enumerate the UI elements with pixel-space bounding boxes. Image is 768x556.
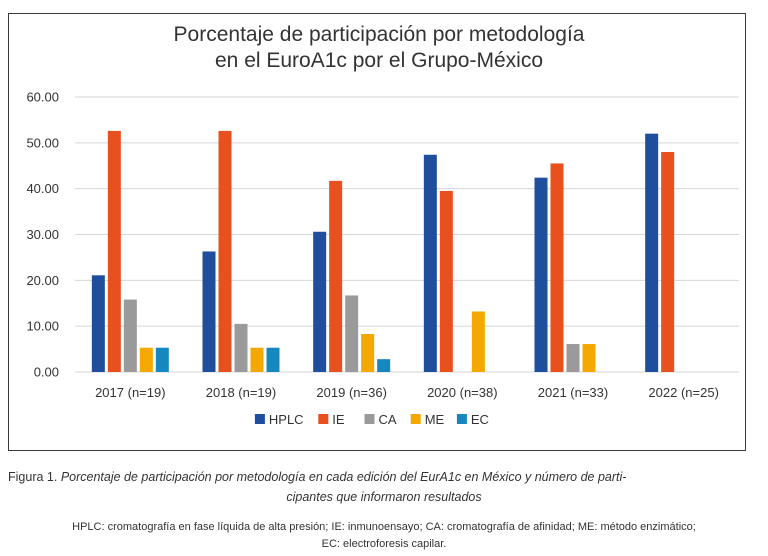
bar-hplc-1 — [202, 251, 216, 372]
y-tick-label: 60.00 — [26, 90, 59, 105]
bar-ec-2 — [377, 359, 391, 372]
bar-me-3 — [471, 311, 485, 372]
bar-ie-5 — [661, 152, 675, 372]
legend: HPLC IE CA ME EC — [254, 412, 489, 427]
bar-hplc-3 — [423, 154, 437, 372]
bar-ie-4 — [550, 163, 564, 372]
legend-swatch-ca — [364, 414, 375, 424]
legend-swatch-me — [410, 414, 421, 424]
y-tick-label: 30.00 — [26, 227, 59, 242]
chart-title-line-1: Porcentaje de participación por metodolo… — [174, 23, 585, 46]
legend-label-me: ME — [425, 412, 445, 427]
legend-label-ec: EC — [471, 412, 489, 427]
legend-swatch-ie — [318, 414, 329, 424]
y-tick-label: 20.00 — [26, 273, 59, 288]
caption-line-2: cipantes que informaron resultados — [286, 490, 482, 504]
caption-line-1: Figura 1. Porcentaje de participación po… — [8, 467, 760, 487]
bar-ie-1 — [218, 130, 232, 372]
bar-hplc-2 — [313, 231, 327, 372]
bar-me-1 — [250, 347, 264, 372]
x-tick-label: 2021 (n=33) — [538, 385, 608, 400]
y-tick-label: 40.00 — [26, 181, 59, 196]
x-tick-label: 2018 (n=19) — [206, 385, 276, 400]
footnote-line-2: EC: electroforesis capilar. — [321, 538, 447, 550]
bar-me-0 — [139, 347, 153, 372]
footnote-line-1: HPLC: cromatografía en fase líquida de a… — [72, 521, 696, 533]
bar-ie-0 — [107, 130, 121, 372]
x-tick-label: 2020 (n=38) — [427, 385, 497, 400]
bar-hplc-4 — [534, 177, 548, 372]
chart-frame: Porcentaje de participación por metodolo… — [8, 13, 746, 451]
y-axis-ticks: 0.00 10.00 20.00 30.00 40.00 50.00 60.00 — [26, 90, 59, 380]
figure-footnote: HPLC: cromatografía en fase líquida de a… — [0, 519, 768, 553]
x-tick-label: 2017 (n=19) — [95, 385, 165, 400]
chart-title: Porcentaje de participación por metodolo… — [174, 23, 585, 72]
bar-ec-0 — [155, 347, 169, 372]
bar-hplc-5 — [645, 133, 659, 372]
chart-title-line-2: en el EuroA1c por el Grupo-México — [215, 49, 543, 72]
x-axis-ticks: 2017 (n=19) 2018 (n=19) 2019 (n=36) 2020 (n… — [95, 385, 719, 400]
legend-label-ie: IE — [332, 412, 345, 427]
figure-caption: Figura 1. Porcentaje de participación po… — [0, 467, 768, 507]
legend-label-hplc: HPLC — [269, 412, 304, 427]
bar-me-4 — [582, 344, 596, 372]
bar-ec-1 — [266, 347, 280, 372]
bar-ca-1 — [234, 323, 248, 372]
legend-swatch-hplc — [254, 414, 265, 424]
x-tick-label: 2022 (n=25) — [648, 385, 718, 400]
bar-ie-3 — [439, 190, 453, 372]
y-tick-label: 50.00 — [26, 135, 59, 150]
legend-label-ca: CA — [379, 412, 397, 427]
x-tick-label: 2019 (n=36) — [316, 385, 386, 400]
y-tick-label: 10.00 — [26, 319, 59, 334]
bar-hplc-0 — [91, 275, 105, 372]
bars — [91, 130, 675, 372]
bar-ca-4 — [566, 344, 580, 372]
y-tick-label: 0.00 — [34, 365, 59, 380]
bar-ca-2 — [345, 295, 359, 372]
caption-prefix: Figura 1. — [8, 470, 58, 484]
gridlines — [75, 96, 739, 373]
caption-text-1: Porcentaje de participación por metodolo… — [60, 470, 627, 484]
bar-ie-2 — [329, 180, 343, 372]
bar-ca-0 — [123, 299, 137, 372]
bar-me-2 — [361, 333, 375, 372]
legend-swatch-ec — [456, 414, 467, 424]
bar-chart: Porcentaje de participación por metodolo… — [26, 23, 739, 427]
